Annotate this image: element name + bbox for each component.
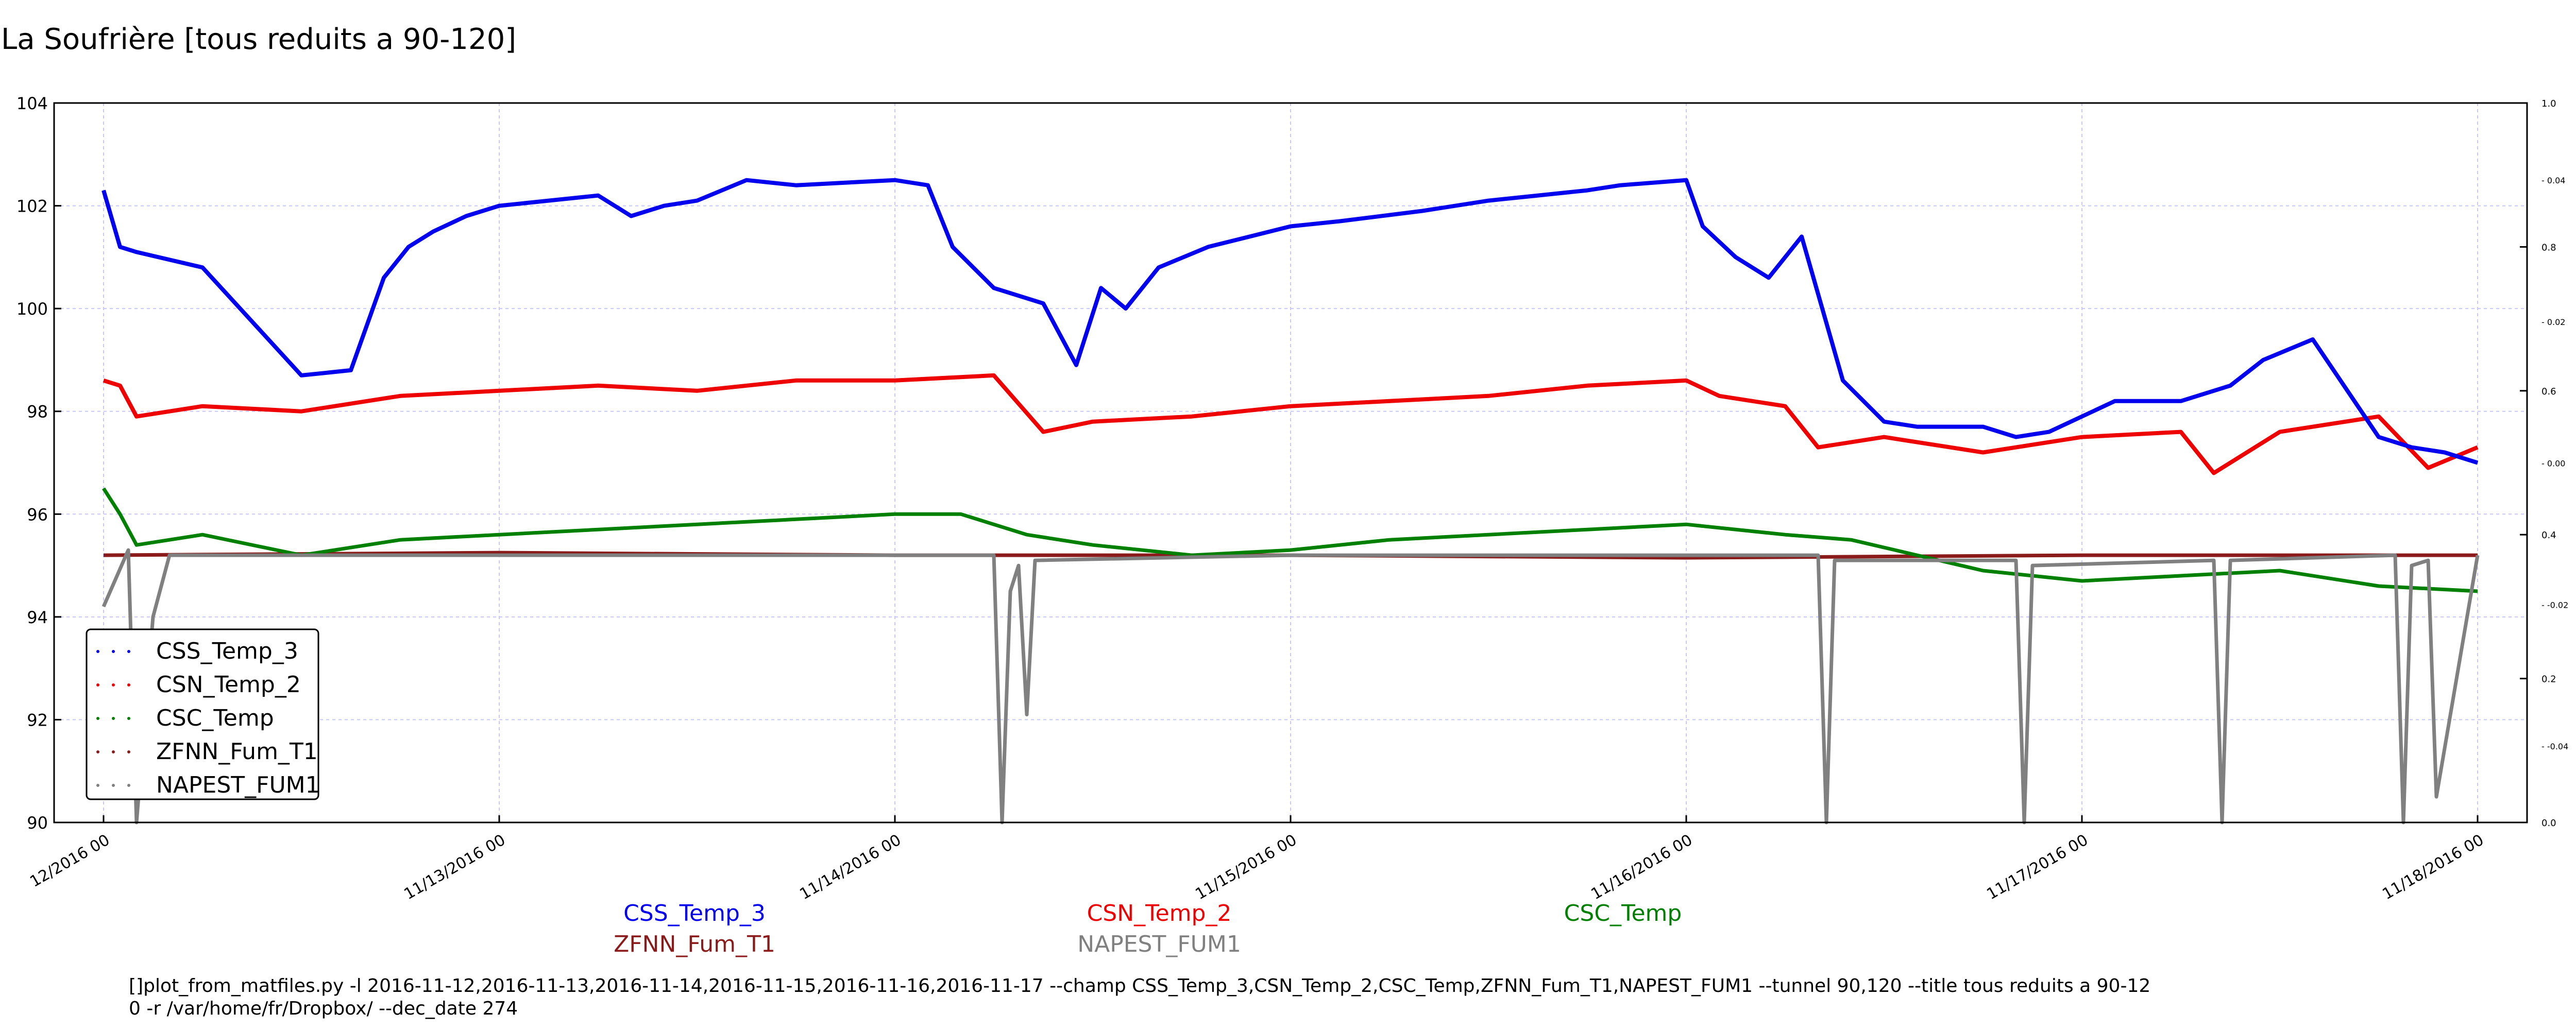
legend-label: NAPEST_FUM1 [156, 772, 320, 798]
legend-label: CSN_Temp_2 [156, 672, 301, 698]
secondary-y-tick-label: 0.4 [2541, 530, 2556, 541]
caption-csn-temp-2: CSN_Temp_2 [1087, 900, 1232, 926]
x-tick-label: 11/17/2016 00 [1984, 831, 2091, 904]
y-tick-label: 94 [27, 608, 48, 627]
legend-marker-dot [96, 750, 99, 753]
y-tick-label: 90 [27, 813, 48, 833]
series-line-napest-fum1 [101, 548, 2480, 825]
legend-marker-dot [127, 650, 130, 653]
x-tick-label: 11/16/2016 00 [1588, 831, 1696, 904]
legend-marker-dot [112, 784, 115, 787]
legend-marker-dot [112, 650, 115, 653]
legend-marker-css-temp-3 [96, 650, 130, 653]
legend-marker-napest-fum1 [96, 784, 130, 787]
series-line-css-temp-3 [101, 178, 2479, 465]
tertiary-y-tick-label: - 0.00 [2541, 459, 2565, 469]
y-tick-label: 104 [16, 94, 48, 113]
x-tick-label: 11/14/2016 00 [796, 831, 904, 904]
chart-title: La Soufrière [tous reduits a 90-120] [1, 23, 517, 56]
x-tick-label: 12/2016 00 [27, 831, 113, 891]
caption-css-temp-3: CSS_Temp_3 [623, 900, 766, 926]
legend-marker-csc-temp [96, 717, 130, 720]
tertiary-y-tick-label: - -0.04 [2541, 742, 2568, 751]
caption-csc-temp: CSC_Temp [1564, 900, 1682, 926]
y-tick-label: 92 [27, 710, 48, 730]
legend-marker-dot [112, 750, 115, 753]
legend-label: CSC_Temp [156, 705, 274, 731]
legend-marker-dot [96, 717, 99, 720]
secondary-y-tick-label: 1.0 [2541, 98, 2556, 109]
series-line-csn-temp-2 [103, 373, 2479, 475]
legend-label: ZFNN_Fum_T1 [156, 739, 318, 765]
legend-marker-dot [127, 784, 130, 787]
series-line-csc-temp [102, 487, 2478, 593]
y-tick-label: 102 [16, 197, 48, 216]
tertiary-y-tick-label: - -0.02 [2541, 600, 2568, 610]
legend-marker-dot [96, 784, 99, 787]
line-chart: 90 92 94 96 98 100 102 104 12/2016 00 11/13/2016 … [16, 94, 2568, 903]
legend-label: CSS_Temp_3 [156, 638, 298, 664]
tertiary-y-tick-label: - 0.02 [2541, 317, 2565, 327]
legend-marker-dot [127, 683, 130, 686]
y-tick-label: 100 [16, 299, 48, 319]
legend-marker-dot [127, 750, 130, 753]
legend-marker-dot [96, 683, 99, 686]
caption-napest-fum1: NAPEST_FUM1 [1077, 931, 1241, 957]
grid-lines [54, 103, 2527, 822]
legend-marker-csn-temp-2 [96, 683, 130, 686]
x-tick-label: 11/13/2016 00 [401, 831, 509, 904]
secondary-y-tick-label: 0.0 [2541, 818, 2556, 829]
caption-zfnn-fum-t1: ZFNN_Fum_T1 [614, 931, 775, 957]
secondary-y-tick-label: 0.6 [2541, 386, 2556, 397]
y-tick-label: 96 [27, 505, 48, 524]
command-line-1: []plot_from_matfiles.py -l 2016-11-12,20… [129, 975, 2151, 997]
legend: CSS_Temp_3 CSN_Temp_2 CSC_Temp ZFNN_Fum_T1 N… [86, 628, 320, 800]
legend-marker-zfnn-fum-t1 [96, 750, 130, 753]
secondary-y-tick-label: 0.2 [2541, 674, 2556, 685]
legend-box [86, 628, 319, 800]
tertiary-y-tick-label: - 0.04 [2541, 176, 2565, 185]
command-line-text: []plot_from_matfiles.py -l 2016-11-12,20… [129, 975, 2151, 1020]
legend-marker-dot [96, 650, 99, 653]
x-tick-label: 11/18/2016 00 [2379, 831, 2487, 904]
command-line-2: 0 -r /var/home/fr/Dropbox/ --dec_date 27… [129, 998, 518, 1019]
x-tick-label: 11/15/2016 00 [1192, 831, 1300, 904]
secondary-y-tick-label: 0.8 [2541, 242, 2556, 253]
series-layer [101, 178, 2480, 825]
legend-marker-dot [127, 717, 130, 720]
legend-marker-dot [112, 717, 115, 720]
legend-marker-dot [112, 683, 115, 686]
y-tick-label: 98 [27, 402, 48, 422]
axes: 90 92 94 96 98 100 102 104 12/2016 00 11/13/2016 … [16, 94, 2568, 903]
